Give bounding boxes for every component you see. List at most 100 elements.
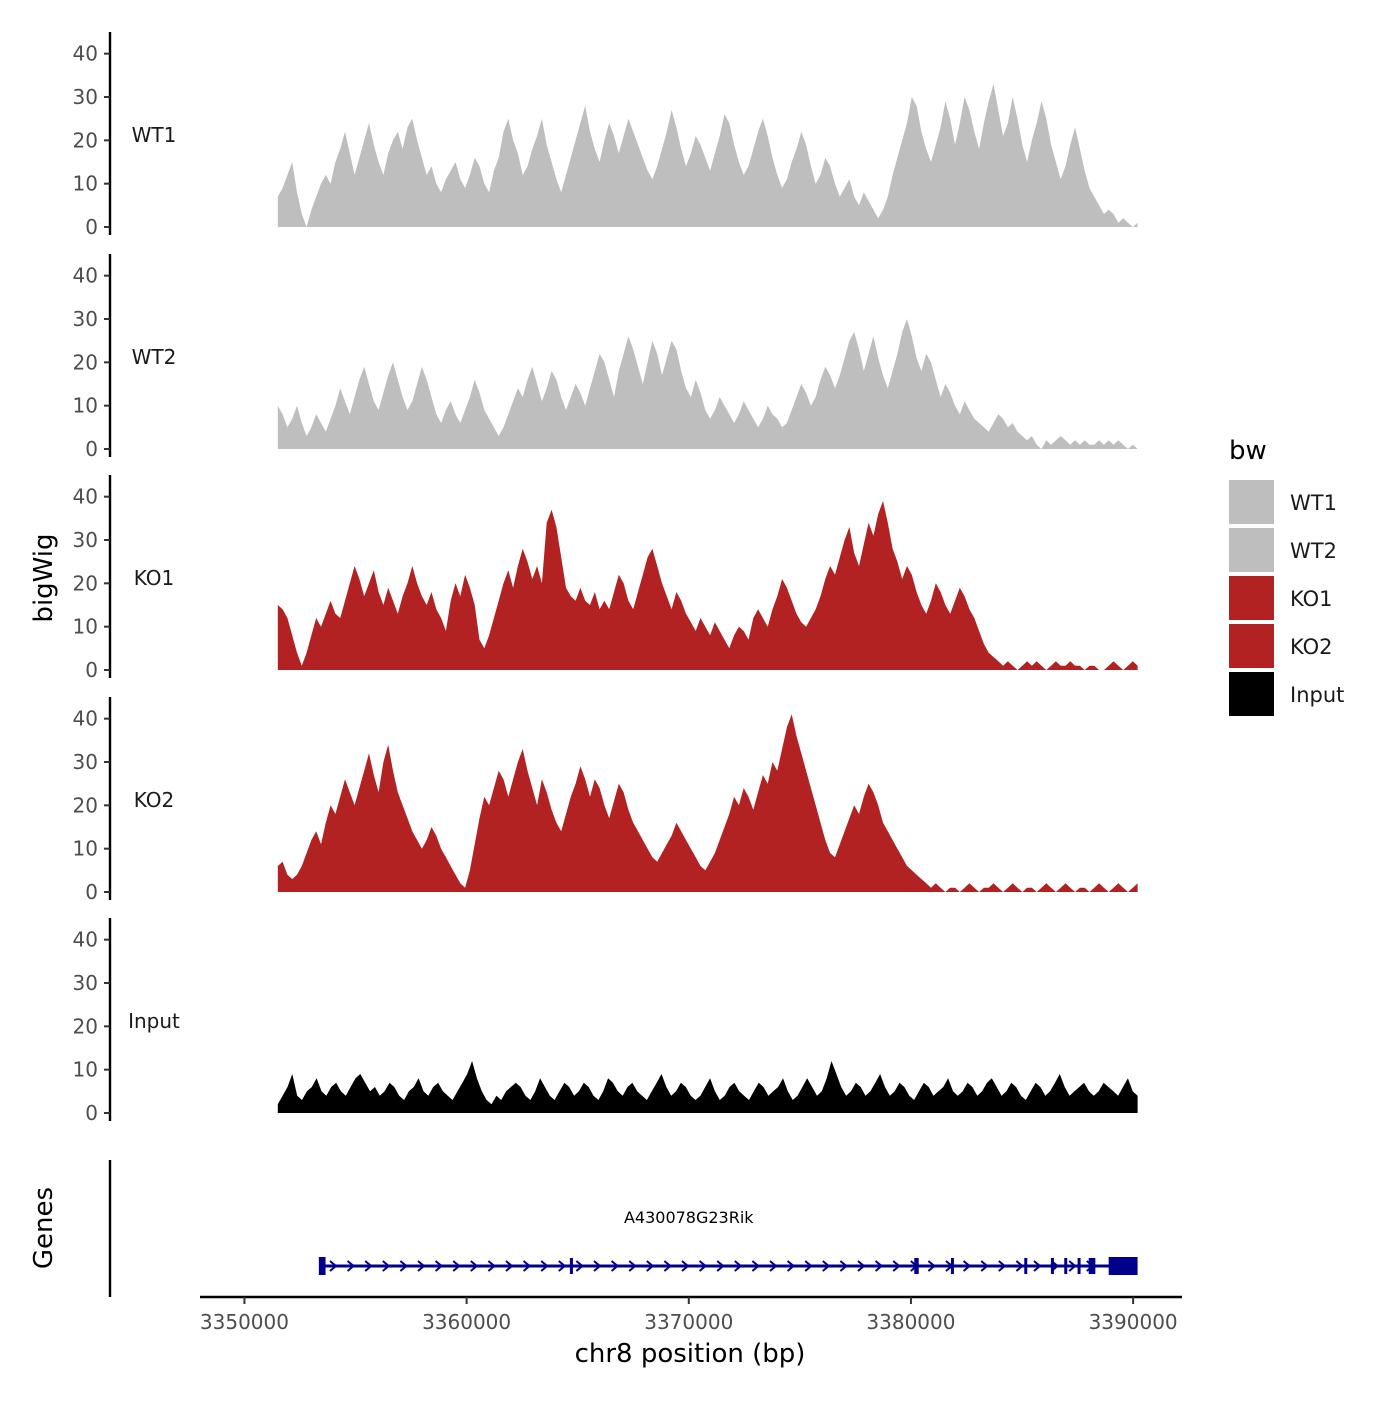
- gene-strand-arrow-0: [329, 1260, 338, 1272]
- gene-strand-arrow-18: [646, 1260, 655, 1272]
- gene-strand-arrow-12: [540, 1260, 549, 1272]
- gene-strand-arrow-26: [786, 1260, 796, 1272]
- legend-label-ko2: KO2: [1290, 635, 1333, 659]
- y-tick-label-input-40: 40: [73, 928, 98, 952]
- gene-strand-arrow-40: [1033, 1260, 1042, 1272]
- gene-strand-arrow-39: [1015, 1260, 1024, 1272]
- gene-strand-arrow-16: [610, 1260, 620, 1272]
- x-tick-label-3390000: 3390000: [1089, 1310, 1178, 1334]
- gene-strand-arrow-6: [434, 1260, 444, 1272]
- y-tick-label-wt2-10: 10: [73, 394, 98, 418]
- gene-strand-arrow-19: [663, 1260, 672, 1272]
- gene-strand-arrow-5: [417, 1260, 426, 1272]
- gene-strand-arrow-1: [346, 1260, 356, 1272]
- legend-swatch-wt2: [1229, 528, 1274, 572]
- gene-strand-arrow-32: [892, 1260, 901, 1272]
- coverage-area-input: [277, 1061, 1138, 1113]
- gene-strand-arrow-21: [698, 1260, 708, 1272]
- x-axis-title: chr8 position (bp): [575, 1339, 806, 1369]
- coverage-area-ko1: [277, 501, 1138, 670]
- y-tick-label-input-30: 30: [73, 971, 98, 995]
- gene-strand-arrow-3: [382, 1260, 391, 1272]
- y-tick-label-ko2-40: 40: [73, 707, 98, 731]
- x-tick-label-3370000: 3370000: [644, 1310, 733, 1334]
- coverage-area-ko2: [277, 714, 1138, 892]
- y-tick-label-input-0: 0: [85, 1101, 98, 1125]
- legend-title: bw: [1229, 436, 1267, 466]
- gene-strand-arrow-34: [927, 1260, 936, 1272]
- y-tick-label-wt1-0: 0: [85, 215, 98, 239]
- coverage-area-wt1: [277, 84, 1138, 227]
- gene-strand-arrow-11: [522, 1260, 532, 1272]
- y-tick-label-ko2-30: 30: [73, 750, 98, 774]
- x-tick-label-3360000: 3360000: [422, 1310, 511, 1334]
- gene-strand-arrow-28: [822, 1260, 831, 1272]
- y-axis-title: bigWig: [29, 533, 59, 622]
- track-label-input: Input: [128, 1009, 180, 1033]
- gene-exon-6: [1064, 1258, 1068, 1274]
- gene-strand-arrow-14: [575, 1260, 584, 1272]
- coverage-area-wt2: [277, 319, 1138, 449]
- y-tick-label-ko1-30: 30: [73, 528, 98, 552]
- y-tick-label-input-20: 20: [73, 1014, 98, 1038]
- y-tick-label-wt1-10: 10: [73, 172, 98, 196]
- gene-track-title: Genes: [29, 1187, 59, 1269]
- x-tick-label-3350000: 3350000: [200, 1310, 289, 1334]
- gene-exon-7: [1077, 1258, 1081, 1274]
- y-tick-label-wt2-20: 20: [73, 350, 98, 374]
- gene-strand-arrow-30: [857, 1260, 866, 1272]
- y-tick-label-wt2-40: 40: [73, 264, 98, 288]
- y-tick-label-ko2-20: 20: [73, 793, 98, 817]
- gene-strand-arrow-2: [364, 1260, 373, 1272]
- gene-exon-8: [1088, 1258, 1096, 1274]
- gene-strand-arrow-24: [751, 1260, 760, 1272]
- gene-exon-9: [1108, 1257, 1138, 1275]
- y-tick-label-wt1-30: 30: [73, 85, 98, 109]
- y-tick-label-ko1-20: 20: [73, 571, 98, 595]
- gene-strand-arrow-31: [874, 1260, 884, 1272]
- track-label-wt2: WT2: [132, 345, 177, 369]
- gene-strand-arrow-13: [558, 1260, 567, 1272]
- gene-strand-arrow-17: [628, 1260, 637, 1272]
- track-label-ko1: KO1: [134, 566, 175, 590]
- gene-strand-arrow-4: [399, 1260, 408, 1272]
- gene-strand-arrow-7: [452, 1260, 461, 1272]
- gene-strand-arrow-42: [1068, 1260, 1077, 1272]
- y-tick-label-ko2-10: 10: [73, 837, 98, 861]
- y-tick-label-wt2-30: 30: [73, 307, 98, 331]
- y-tick-label-wt1-40: 40: [73, 42, 98, 66]
- gene-strand-arrow-27: [804, 1260, 813, 1272]
- legend-label-wt1: WT1: [1290, 491, 1337, 515]
- gene-strand-arrow-20: [681, 1260, 690, 1272]
- gene-strand-arrow-38: [998, 1260, 1007, 1272]
- legend-swatch-ko2: [1229, 624, 1274, 668]
- gene-strand-arrow-37: [980, 1260, 989, 1272]
- gene-strand-arrow-10: [505, 1260, 514, 1272]
- legend-swatch-ko1: [1229, 576, 1274, 620]
- gene-strand-arrow-36: [962, 1260, 972, 1272]
- gene-strand-arrow-22: [716, 1260, 725, 1272]
- y-tick-label-input-10: 10: [73, 1058, 98, 1082]
- gene-exon-5: [1050, 1258, 1054, 1274]
- gene-strand-arrow-25: [769, 1260, 778, 1272]
- legend-label-wt2: WT2: [1290, 539, 1337, 563]
- gene-strand-arrow-15: [593, 1260, 602, 1272]
- gene-exon-2: [914, 1258, 919, 1274]
- legend-swatch-wt1: [1229, 480, 1274, 524]
- y-tick-label-ko1-10: 10: [73, 615, 98, 639]
- gene-exon-4: [1024, 1258, 1028, 1274]
- legend-swatch-input: [1229, 672, 1274, 716]
- track-label-wt1: WT1: [132, 123, 177, 147]
- gene-exon-1: [569, 1258, 573, 1274]
- y-tick-label-wt2-0: 0: [85, 437, 98, 461]
- x-tick-label-3380000: 3380000: [866, 1310, 955, 1334]
- y-tick-label-ko1-0: 0: [85, 658, 98, 682]
- y-tick-label-wt1-20: 20: [73, 128, 98, 152]
- track-label-ko2: KO2: [134, 788, 175, 812]
- gene-exon-0: [318, 1257, 326, 1275]
- y-tick-label-ko1-40: 40: [73, 485, 98, 509]
- gene-strand-arrow-9: [487, 1260, 496, 1272]
- legend-label-input: Input: [1290, 683, 1344, 707]
